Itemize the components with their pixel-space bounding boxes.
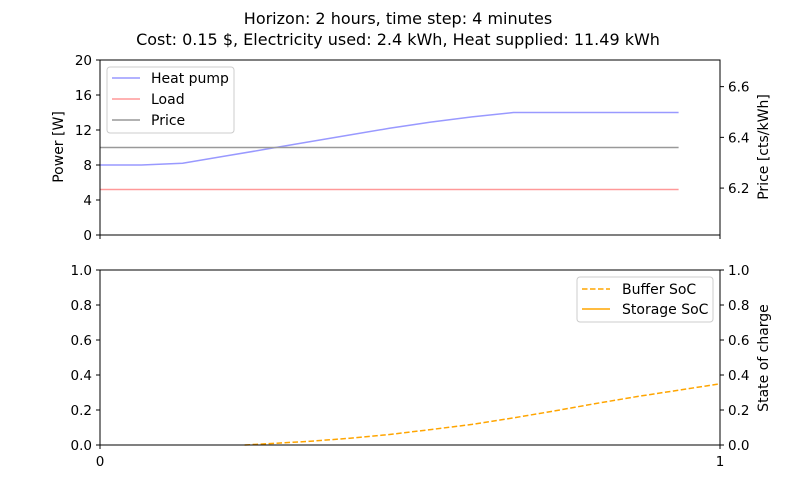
state-of-charge-legend: Buffer SoC Storage SoC bbox=[576, 276, 714, 323]
power-price-series-group bbox=[100, 111, 679, 191]
power-price-legend-box bbox=[106, 66, 235, 134]
state-of-charge-axes-frame bbox=[99, 269, 721, 446]
soc-left-axis-ticks: 0.0 0.2 0.4 0.6 0.8 1.0 bbox=[71, 263, 100, 454]
power-axis-ticks: 0 4 8 12 16 20 bbox=[75, 53, 100, 244]
legend-label-price: Price bbox=[151, 113, 185, 129]
soc-left-tick-label: 0.0 bbox=[71, 438, 92, 454]
legend-label-load: Load bbox=[151, 92, 185, 108]
soc-x-tick-label: 1 bbox=[716, 454, 725, 470]
series-line-heat-pump bbox=[100, 111, 679, 166]
soc-right-tick-label: 0.8 bbox=[728, 298, 749, 314]
power-tick-label: 20 bbox=[75, 53, 92, 69]
soc-right-tick-label: 0.6 bbox=[728, 333, 749, 349]
state-of-charge-series-group bbox=[244, 383, 721, 446]
power-tick-label: 0 bbox=[83, 228, 92, 244]
soc-left-tick-label: 0.6 bbox=[71, 333, 92, 349]
soc-x-tick-label: 0 bbox=[96, 454, 105, 470]
soc-left-tick-label: 1.0 bbox=[71, 263, 92, 279]
power-tick-label: 16 bbox=[75, 88, 92, 104]
power-tick-label: 4 bbox=[83, 193, 92, 209]
series-line-buffer-soc bbox=[244, 383, 721, 446]
price-axis-ticks: 6.2 6.4 6.6 bbox=[720, 80, 749, 197]
soc-right-tick-label: 0.2 bbox=[728, 403, 749, 419]
power-tick-label: 12 bbox=[75, 123, 92, 139]
soc-right-tick-label: 0.4 bbox=[728, 368, 749, 384]
power-axis-label: Power [W] bbox=[51, 111, 67, 183]
state-of-charge-axis-label: State of charge bbox=[756, 304, 772, 412]
legend-label-buffer-soc: Buffer SoC bbox=[622, 282, 696, 298]
top-x-axis-ticks bbox=[99, 235, 721, 239]
soc-left-tick-label: 0.2 bbox=[71, 403, 92, 419]
soc-left-tick-label: 0.4 bbox=[71, 368, 92, 384]
soc-right-axis-ticks: 0.0 0.2 0.4 0.6 0.8 1.0 bbox=[720, 263, 749, 454]
price-tick-label: 6.2 bbox=[728, 181, 749, 197]
state-of-charge-legend-box bbox=[576, 276, 714, 323]
power-tick-label: 8 bbox=[83, 158, 92, 174]
soc-right-tick-label: 0.0 bbox=[728, 438, 749, 454]
chart-title-line2: Cost: 0.15 $, Electricity used: 2.4 kWh,… bbox=[136, 30, 660, 49]
soc-right-tick-label: 1.0 bbox=[728, 263, 749, 279]
power-price-legend: Heat pump Load Price bbox=[106, 66, 235, 134]
price-axis-label: Price [cts/kWh] bbox=[756, 94, 772, 200]
soc-left-tick-label: 0.8 bbox=[71, 298, 92, 314]
legend-label-storage-soc: Storage SoC bbox=[622, 302, 709, 318]
chart-title-line1: Horizon: 2 hours, time step: 4 minutes bbox=[244, 9, 552, 28]
price-tick-label: 6.6 bbox=[728, 80, 749, 96]
power-price-axes-frame bbox=[99, 59, 721, 236]
legend-label-heat-pump: Heat pump bbox=[151, 71, 229, 87]
power-price-panel: 0 4 8 12 16 20 6.2 6.4 6.6 Power [W] Price [cts… bbox=[51, 53, 772, 244]
price-tick-label: 6.4 bbox=[728, 130, 749, 146]
